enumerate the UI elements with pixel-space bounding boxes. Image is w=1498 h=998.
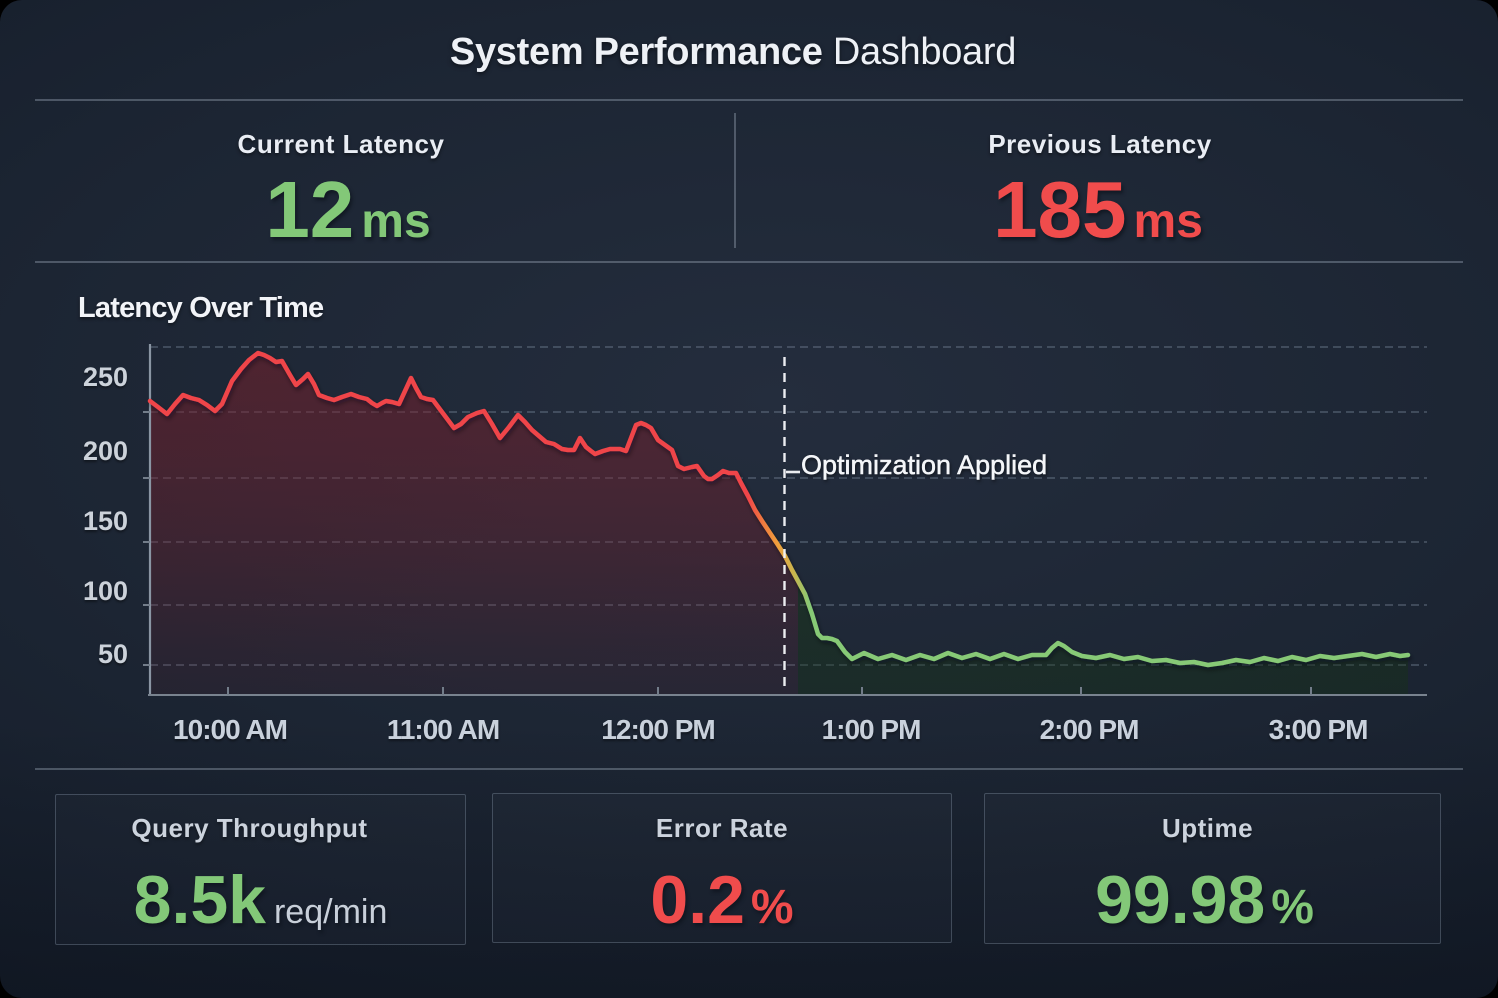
svg-text:200: 200 [83,436,128,466]
svg-text:3:00 PM: 3:00 PM [1269,714,1368,745]
svg-text:50: 50 [98,639,128,669]
svg-text:1:00 PM: 1:00 PM [822,714,921,745]
svg-text:10:00 AM: 10:00 AM [173,714,287,745]
svg-text:100: 100 [83,576,128,606]
svg-text:150: 150 [83,506,128,536]
svg-text:12:00 PM: 12:00 PM [601,714,714,745]
svg-text:2:00 PM: 2:00 PM [1040,714,1139,745]
svg-text:11:00 AM: 11:00 AM [387,714,499,745]
svg-text:250: 250 [83,362,128,392]
